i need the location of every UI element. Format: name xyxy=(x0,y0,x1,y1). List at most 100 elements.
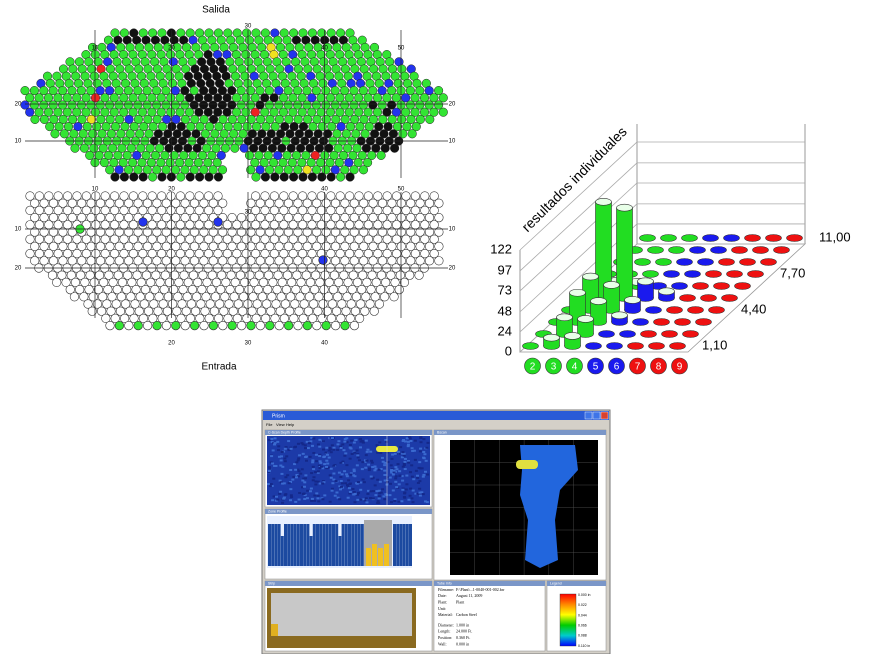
tube xyxy=(366,285,376,295)
cscan-noise xyxy=(298,491,302,494)
tube xyxy=(95,227,106,237)
tube xyxy=(67,256,77,266)
tube xyxy=(342,292,352,302)
panel xyxy=(546,580,607,652)
cscan-noise xyxy=(393,499,397,502)
menu-item[interactable]: File xyxy=(266,422,273,427)
bar-body xyxy=(616,207,633,298)
tube xyxy=(43,107,54,117)
tube xyxy=(199,165,209,175)
category-marker xyxy=(587,357,604,375)
bar xyxy=(721,294,738,302)
tube xyxy=(161,100,171,110)
tube xyxy=(394,285,404,295)
tube xyxy=(217,165,228,175)
tube xyxy=(288,205,298,215)
tube xyxy=(138,313,149,324)
category-marker xyxy=(650,357,667,375)
tube xyxy=(359,256,369,266)
tube xyxy=(76,270,86,280)
tube xyxy=(336,313,346,324)
tube xyxy=(34,205,45,215)
window-button[interactable] xyxy=(584,411,593,420)
cscan-noise xyxy=(403,492,407,495)
cscan-noise xyxy=(418,461,422,464)
zone-bar xyxy=(271,524,275,566)
tube xyxy=(387,256,397,266)
tube xyxy=(95,256,106,266)
tube xyxy=(410,205,421,215)
tube xyxy=(34,93,44,103)
cscan-noise xyxy=(339,445,343,448)
menu-item[interactable]: Help xyxy=(286,422,295,427)
tube xyxy=(70,143,80,153)
tube xyxy=(176,313,186,324)
tube xyxy=(105,241,115,251)
tube xyxy=(330,213,341,223)
cscan-noise xyxy=(332,472,336,475)
tube xyxy=(357,285,367,295)
window-button[interactable] xyxy=(592,411,601,420)
cscan-noise xyxy=(321,482,325,485)
tube xyxy=(171,321,181,331)
cscan-noise xyxy=(383,479,387,482)
cscan-noise xyxy=(313,471,317,474)
zone-bar xyxy=(338,536,342,566)
tube xyxy=(424,227,435,237)
tube xyxy=(83,299,93,309)
tube xyxy=(86,241,96,251)
tube xyxy=(197,285,207,295)
cscan-noise xyxy=(378,441,382,444)
column-label: 50 xyxy=(398,187,405,193)
bar-body xyxy=(577,318,594,334)
tube xyxy=(173,143,183,153)
bar xyxy=(639,234,656,242)
tube xyxy=(415,213,425,223)
bar-top xyxy=(681,234,698,242)
x-tick-label: 5 xyxy=(593,362,599,373)
tube xyxy=(324,277,334,288)
tube xyxy=(227,321,237,331)
tube xyxy=(133,86,143,96)
tube xyxy=(72,107,82,117)
tube xyxy=(202,143,212,153)
cscan-noise xyxy=(402,454,406,457)
panel-header xyxy=(434,430,606,435)
tube xyxy=(146,277,156,288)
cscan-noise xyxy=(301,443,305,446)
tube xyxy=(185,234,195,244)
cscan-noise xyxy=(339,479,343,482)
window-button[interactable] xyxy=(600,411,609,420)
cscan-noise xyxy=(288,499,292,502)
tube xyxy=(287,277,297,288)
zone-bar xyxy=(322,524,326,566)
cscan-noise xyxy=(359,488,363,491)
cscan-noise xyxy=(341,443,345,446)
cscan-noise xyxy=(337,440,341,443)
tube xyxy=(367,270,377,280)
tube xyxy=(142,241,153,251)
cscan-noise xyxy=(426,473,430,476)
tube xyxy=(147,107,157,117)
tube xyxy=(166,93,176,103)
cscan-noise xyxy=(283,457,287,460)
cscan-noise xyxy=(353,475,357,478)
cscan-noise xyxy=(294,476,298,479)
cscan-noise xyxy=(366,492,370,495)
cscan-noise xyxy=(418,491,422,494)
cscan-noise xyxy=(296,442,300,445)
cscan-noise xyxy=(348,482,352,485)
tube xyxy=(100,191,110,201)
tube xyxy=(157,234,167,244)
menu-item[interactable]: View xyxy=(276,422,285,427)
tube xyxy=(277,277,287,288)
cscan-noise xyxy=(345,437,349,440)
tube xyxy=(345,122,356,132)
bar-top xyxy=(731,246,748,254)
cscan-noise xyxy=(278,492,282,495)
depth-label: 1,10 xyxy=(702,337,727,352)
tube xyxy=(340,86,350,96)
cscan-noise xyxy=(336,443,340,446)
tube xyxy=(250,158,260,168)
